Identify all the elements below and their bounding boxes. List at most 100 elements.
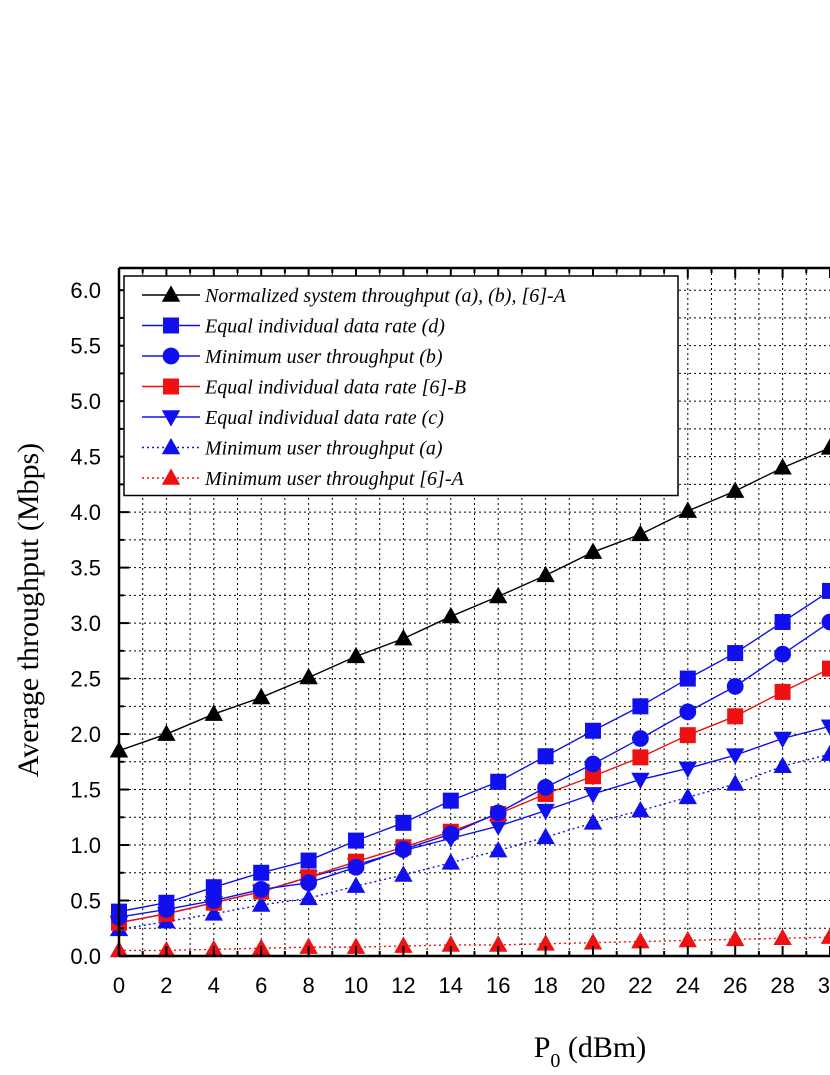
- data-point: [584, 755, 602, 773]
- data-point: [726, 481, 745, 498]
- series-line: [119, 936, 830, 952]
- x-tick-label: 30: [818, 973, 830, 998]
- data-point: [300, 874, 317, 892]
- data-point: [774, 613, 791, 630]
- series-3: [110, 613, 830, 926]
- data-point: [631, 772, 650, 790]
- x-tick-label: 10: [344, 973, 368, 998]
- data-point: [632, 730, 649, 747]
- data-point: [537, 748, 554, 765]
- legend-label: Minimum user throughput [6]-A: [204, 468, 464, 490]
- data-point: [726, 748, 745, 765]
- data-point: [489, 819, 508, 836]
- legend-item: Equal individual data rate [6]-B: [142, 377, 466, 399]
- data-point: [678, 930, 697, 948]
- y-tick-label: 3.0: [70, 611, 101, 636]
- data-point: [536, 827, 555, 845]
- x-tick-label: 0: [113, 973, 125, 998]
- data-point: [820, 438, 830, 455]
- data-point: [536, 934, 555, 951]
- data-point: [679, 670, 696, 687]
- x-tick-label: 8: [302, 973, 314, 998]
- series-1: [109, 438, 830, 758]
- data-point: [536, 803, 555, 821]
- data-point: [583, 813, 603, 830]
- data-point: [348, 832, 364, 849]
- legend-marker: [161, 410, 181, 427]
- data-point: [299, 667, 318, 685]
- data-point: [822, 660, 830, 677]
- legend-item: Equal individual data rate (d): [142, 316, 445, 338]
- data-point: [631, 524, 650, 542]
- data-point: [583, 542, 603, 559]
- data-point: [205, 879, 222, 896]
- x-axis-title-subscript: 0: [550, 1050, 560, 1072]
- data-point: [678, 787, 697, 805]
- data-point: [821, 613, 830, 631]
- series-7: [109, 927, 830, 958]
- legend-marker: [163, 317, 179, 334]
- x-tick-label: 12: [391, 973, 415, 998]
- data-point: [299, 888, 318, 906]
- data-point: [252, 895, 271, 912]
- data-point: [252, 881, 270, 898]
- legend-box: [123, 275, 679, 497]
- legend-marker: [161, 437, 181, 455]
- data-point: [395, 841, 412, 858]
- data-point: [632, 698, 649, 715]
- axes: [117, 266, 830, 958]
- legend-item: Minimum user throughput (a): [142, 438, 443, 460]
- data-point: [726, 774, 745, 791]
- data-point: [205, 892, 223, 909]
- data-point: [585, 722, 601, 739]
- x-tick-label: 14: [439, 973, 463, 998]
- legend-label: Equal individual data rate (d): [204, 316, 445, 338]
- legend-marker: [161, 285, 181, 302]
- legend-label: Equal individual data rate (c): [204, 407, 444, 429]
- series-6: [109, 744, 830, 937]
- x-tick-label: 20: [581, 973, 605, 998]
- data-point: [347, 858, 365, 876]
- data-point: [631, 931, 650, 949]
- data-point: [631, 801, 650, 818]
- x-axis-title-unit: (dBm): [560, 1031, 646, 1064]
- x-tick-label: 22: [628, 973, 652, 998]
- x-tick-label: 18: [533, 973, 557, 998]
- data-point: [346, 937, 366, 954]
- series-line: [118, 590, 830, 913]
- data-point: [300, 852, 317, 869]
- data-point: [490, 773, 507, 790]
- y-tick-label: 5.5: [70, 334, 101, 359]
- y-tick-label: 1.0: [70, 833, 101, 858]
- data-point: [820, 927, 830, 944]
- y-tick-label: 0.0: [70, 944, 101, 969]
- x-axis-title: P0 (dBm): [534, 1031, 647, 1072]
- y-tick-label: 4.0: [70, 500, 101, 525]
- data-point: [489, 935, 508, 952]
- data-point: [346, 646, 366, 664]
- series-2: [111, 582, 830, 920]
- data-point: [158, 894, 175, 911]
- legend-label: Minimum user throughput (a): [204, 438, 443, 460]
- data-point: [583, 933, 603, 950]
- data-point: [394, 629, 413, 646]
- x-tick-label: 24: [676, 973, 700, 998]
- data-point: [252, 687, 271, 705]
- x-tick-label: 4: [208, 973, 220, 998]
- y-tick-label: 1.5: [70, 778, 101, 803]
- data-point: [489, 840, 508, 858]
- x-axis-title-main: P: [534, 1031, 551, 1064]
- legend-label: Equal individual data rate [6]-B: [204, 377, 466, 399]
- data-point: [441, 935, 460, 952]
- series-line: [118, 447, 830, 752]
- x-tick-label: 2: [160, 973, 172, 998]
- y-tick-label: 6.0: [70, 278, 101, 303]
- data-point: [585, 768, 601, 785]
- plot-series: [109, 438, 830, 958]
- legend-marker: [163, 378, 179, 395]
- y-tick-label: 5.0: [70, 389, 101, 414]
- data-point: [204, 704, 223, 721]
- data-point: [727, 645, 744, 662]
- x-tick-label: 28: [770, 973, 794, 998]
- data-point: [253, 864, 270, 881]
